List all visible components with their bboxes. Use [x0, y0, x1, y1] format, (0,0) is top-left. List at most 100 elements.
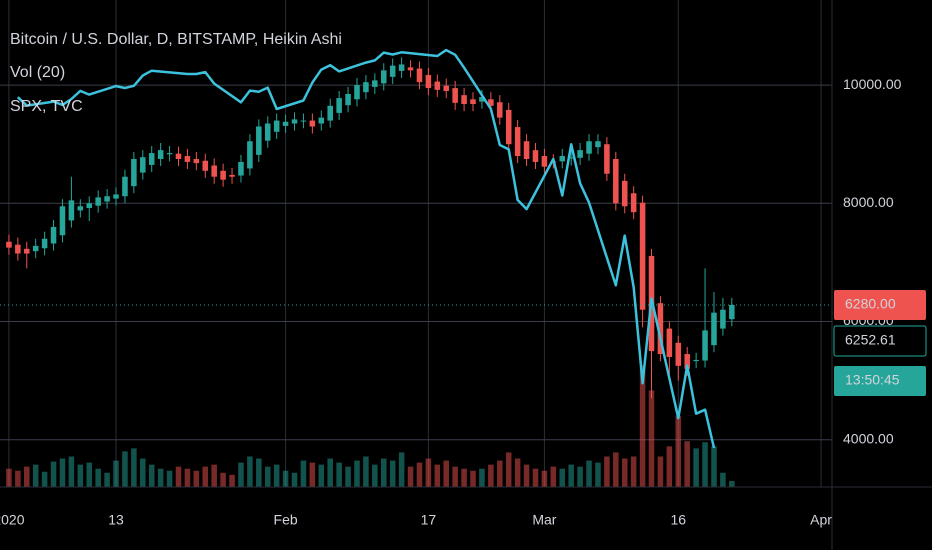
candle-body	[166, 153, 173, 155]
volume-bar	[425, 458, 432, 487]
candle-body	[372, 80, 378, 87]
volume-bar	[273, 464, 280, 487]
volume-bar	[657, 456, 664, 487]
volume-bar	[452, 466, 458, 487]
candle-body	[380, 70, 387, 84]
volume-bar	[193, 470, 200, 487]
candle-body	[693, 359, 699, 362]
volume-bar	[6, 468, 12, 487]
y-tick-label: 4000.00	[843, 430, 894, 446]
volume-bar	[416, 462, 423, 487]
volume-bar	[389, 460, 396, 487]
x-tick-label: 13	[108, 512, 124, 528]
volume-bar	[300, 460, 307, 487]
volume-bar	[140, 458, 146, 487]
volume-bar	[711, 446, 717, 487]
x-tick-label: 2020	[0, 512, 25, 528]
candle-body	[59, 206, 66, 236]
volume-bar	[648, 390, 655, 487]
volume-bar	[434, 464, 441, 487]
volume-bar	[443, 460, 450, 487]
candle-body	[523, 141, 530, 159]
candle-body	[300, 120, 307, 122]
candle-body	[514, 127, 521, 157]
candle-body	[345, 93, 351, 106]
volume-bar	[104, 472, 110, 487]
candle-body	[220, 170, 226, 180]
volume-bar	[541, 470, 548, 487]
candle-body	[434, 81, 441, 90]
candle-body	[336, 98, 342, 113]
volume-bar	[220, 472, 226, 487]
volume-bar	[256, 458, 262, 487]
candle-body	[604, 144, 610, 174]
candle-body	[621, 180, 628, 207]
candle-body	[675, 342, 682, 366]
candle-body	[398, 64, 405, 71]
volume-bar	[229, 474, 235, 487]
candle-body	[568, 157, 574, 159]
candle-body	[95, 197, 101, 206]
volume-bar	[264, 466, 271, 487]
candle-body	[470, 99, 476, 105]
candle-body	[702, 330, 708, 361]
volume-bar	[336, 462, 342, 487]
volume-bar	[363, 456, 369, 487]
volume-bar	[77, 464, 84, 487]
volume-bar	[131, 448, 137, 487]
volume-bar	[630, 456, 637, 487]
volume-bar	[327, 458, 333, 487]
candle-body	[720, 309, 726, 329]
y-tick-label: 8000.00	[843, 194, 894, 210]
candle-body	[389, 65, 396, 77]
volume-bar	[354, 460, 360, 487]
volume-bar	[157, 468, 164, 487]
candle-body	[559, 156, 566, 162]
candle-body	[282, 121, 289, 126]
candle-body	[505, 109, 512, 145]
volume-bar	[122, 451, 128, 487]
volume-bar	[577, 466, 583, 487]
x-tick-label: 17	[421, 512, 437, 528]
volume-bar	[175, 466, 182, 487]
candle-body	[327, 105, 333, 121]
volume-bar	[238, 462, 244, 487]
volume-bar	[595, 462, 601, 487]
volume-bar	[675, 415, 682, 487]
volume-bar	[247, 456, 253, 487]
candle-body	[68, 200, 75, 221]
candle-body	[291, 119, 298, 124]
candle-body	[184, 156, 191, 162]
candle-body	[729, 304, 735, 320]
volume-bar	[184, 468, 191, 487]
volume-bar	[702, 442, 708, 487]
candle-body	[684, 354, 690, 369]
candle-body	[32, 245, 39, 252]
candle-body	[639, 202, 646, 310]
candle-body	[175, 153, 182, 159]
volume-bar	[470, 470, 476, 487]
candle-body	[140, 157, 146, 173]
candle-body	[131, 158, 137, 187]
volume-bar	[479, 468, 485, 487]
candle-body	[122, 176, 128, 197]
candle-body	[657, 303, 664, 355]
close-badge	[833, 325, 927, 357]
volume-bar	[282, 470, 289, 487]
volume-bar	[461, 468, 467, 487]
candle-body	[443, 85, 450, 92]
volume-bar	[586, 460, 592, 487]
volume-bar	[291, 472, 298, 487]
volume-bar	[568, 464, 574, 487]
volume-bar	[345, 466, 351, 487]
legend-spx: SPX, TVC	[10, 98, 83, 115]
candle-body	[630, 193, 637, 213]
volume-bar	[15, 470, 21, 487]
volume-bar	[113, 460, 119, 487]
candle-body	[6, 241, 12, 248]
volume-bar	[666, 446, 673, 487]
candle-body	[711, 312, 717, 346]
volume-bar	[148, 464, 155, 487]
